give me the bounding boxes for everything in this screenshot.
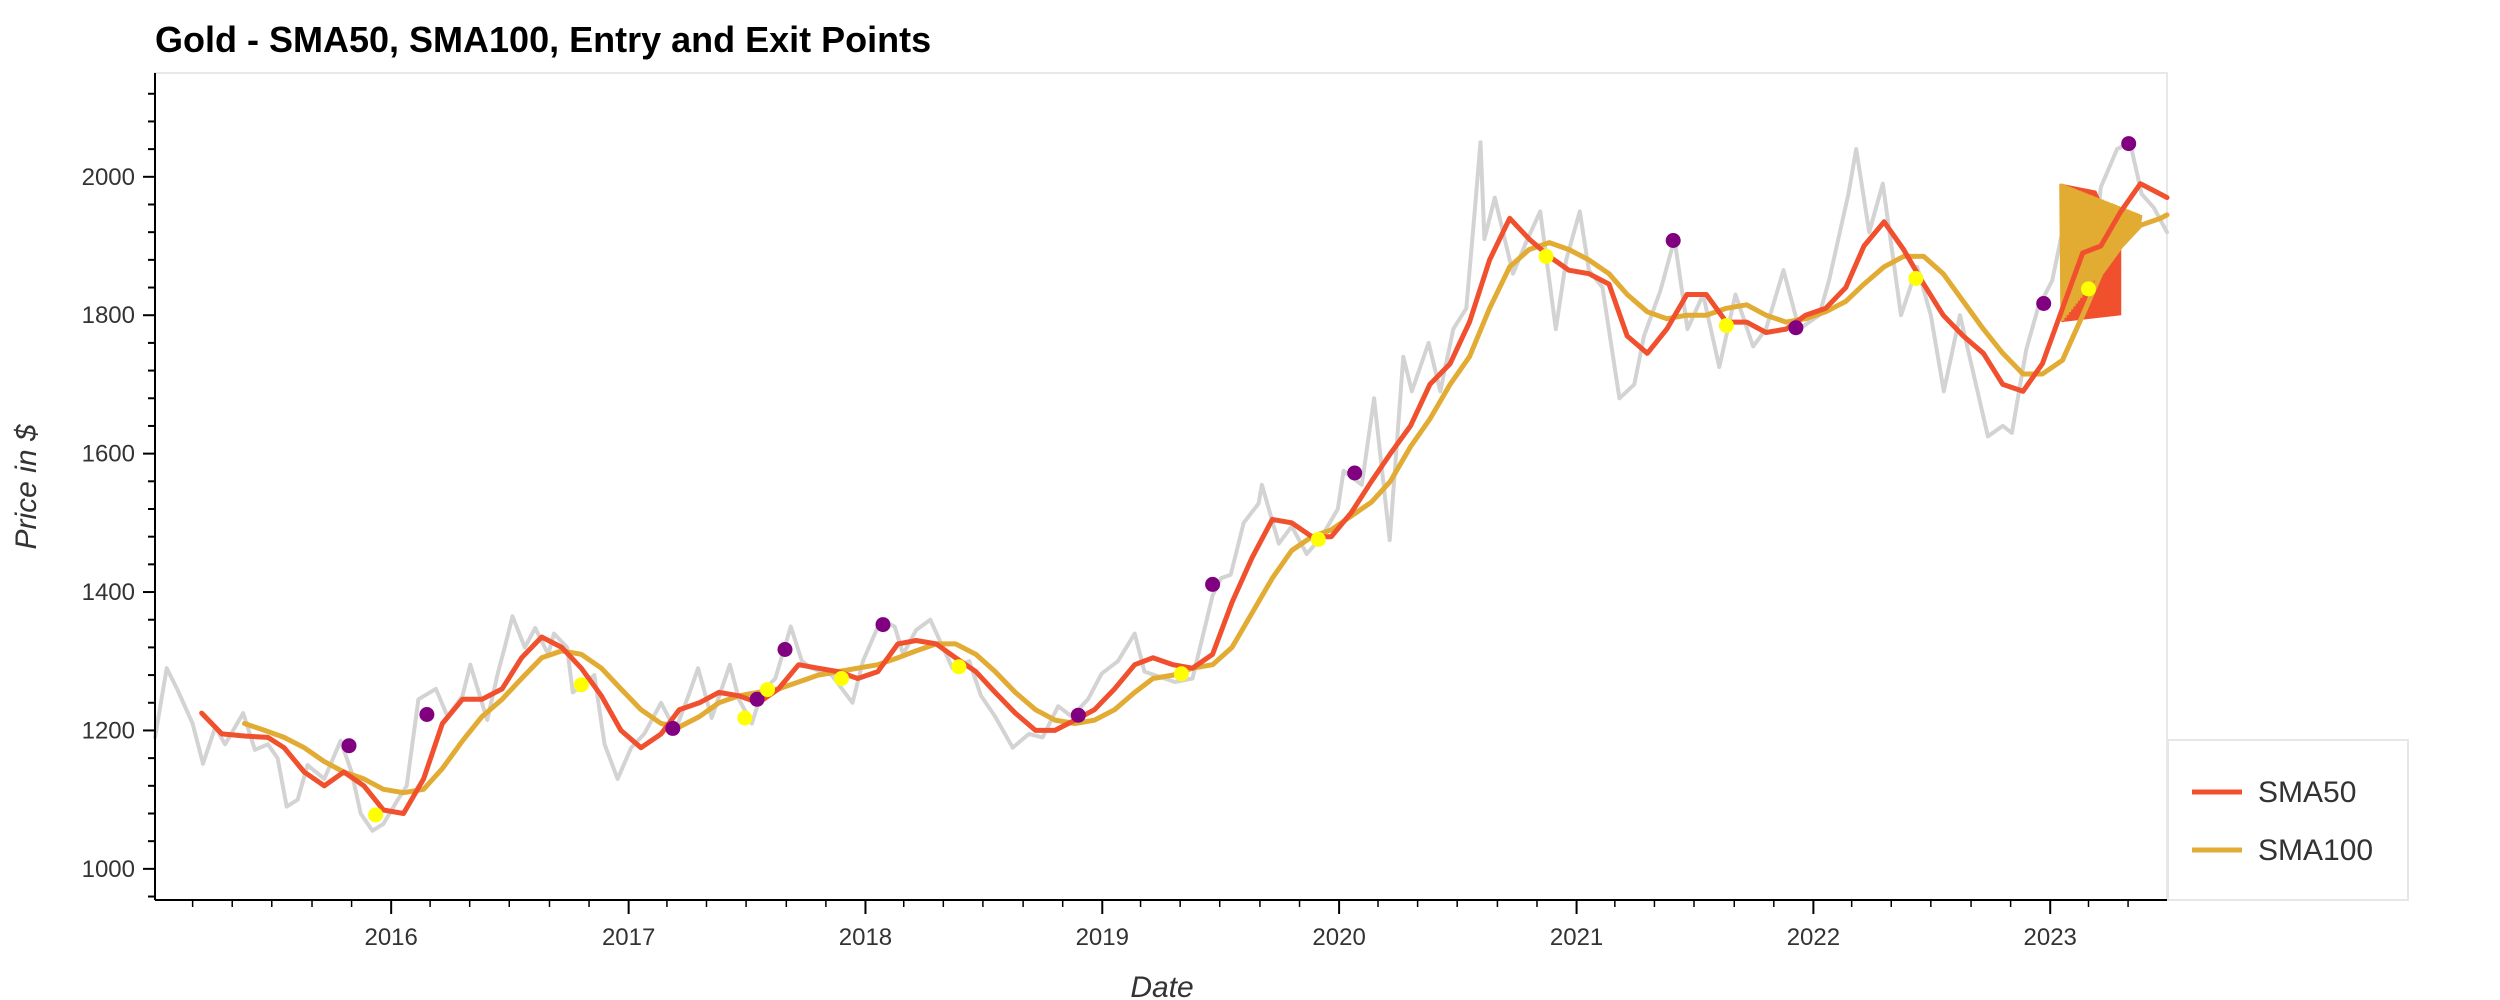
entry-point-marker <box>737 710 753 726</box>
exit-point-marker <box>1788 320 1804 336</box>
sma100-series-layer <box>242 212 2170 796</box>
sma100-line <box>242 212 2170 796</box>
price-series-layer <box>153 140 2169 833</box>
entry-point-marker <box>760 682 775 698</box>
exit-point-marker <box>1070 707 1086 723</box>
x-tick-label: 2020 <box>1312 924 1365 951</box>
x-tick-label: 2018 <box>839 924 892 951</box>
y-tick-label: 1600 <box>82 441 135 468</box>
y-tick-label: 1800 <box>82 302 135 329</box>
exit-point-marker <box>777 642 793 657</box>
entry-point-marker <box>951 659 967 675</box>
exit-point-marker <box>749 691 765 707</box>
x-tick-label: 2021 <box>1550 924 1603 951</box>
exit-point-marker <box>2121 136 2137 152</box>
entry-exit-markers <box>341 136 2137 823</box>
x-tick-label: 2017 <box>602 924 655 951</box>
y-axis-label: Price in $ <box>10 423 43 549</box>
x-tick-label: 2022 <box>1787 924 1840 951</box>
entry-point-marker <box>1718 318 1734 334</box>
legend-label-sma100: SMA100 <box>2258 834 2373 867</box>
exit-point-marker <box>341 738 357 754</box>
entry-point-marker <box>2081 281 2096 297</box>
exit-point-marker <box>875 617 891 633</box>
x-tick-label: 2019 <box>1076 924 1129 951</box>
sma50-line <box>199 181 2170 816</box>
entry-point-marker <box>573 677 589 693</box>
entry-point-marker <box>834 671 849 686</box>
sma50-series-layer <box>199 181 2170 816</box>
x-axis-label: Date <box>1130 971 1193 1000</box>
y-tick-label: 1200 <box>82 717 135 744</box>
legend-box <box>2167 739 2409 901</box>
x-tick-label: 2016 <box>364 924 417 951</box>
exit-point-marker <box>1665 233 1681 248</box>
exit-point-marker <box>419 707 435 722</box>
legend-label-sma50: SMA50 <box>2258 776 2356 809</box>
entry-point-marker <box>1538 248 1554 264</box>
x-axis: 2016 2017 2018 2019 2020 2021 2022 2023 <box>191 900 2129 951</box>
entry-point-marker <box>368 807 384 823</box>
exit-point-marker <box>1347 465 1363 481</box>
entry-point-marker <box>1173 666 1189 682</box>
entry-point-marker <box>1908 271 1924 286</box>
sma100-band-fill <box>2061 183 2141 323</box>
y-tick-label: 1000 <box>82 856 135 883</box>
chart-title: Gold - SMA50, SMA100, Entry and Exit Poi… <box>155 19 931 60</box>
exit-point-marker <box>1205 576 1221 592</box>
y-axis: 1000 1200 1400 1600 1800 2000 <box>82 92 155 898</box>
exit-point-marker <box>665 720 681 736</box>
x-tick-label: 2023 <box>2024 924 2077 951</box>
price-line <box>153 140 2169 833</box>
entry-point-marker <box>1310 531 1326 547</box>
legend: SMA50 SMA100 <box>2167 739 2409 901</box>
y-tick-label: 1400 <box>82 579 135 606</box>
exit-point-marker <box>2036 296 2052 311</box>
y-tick-label: 2000 <box>82 164 135 191</box>
